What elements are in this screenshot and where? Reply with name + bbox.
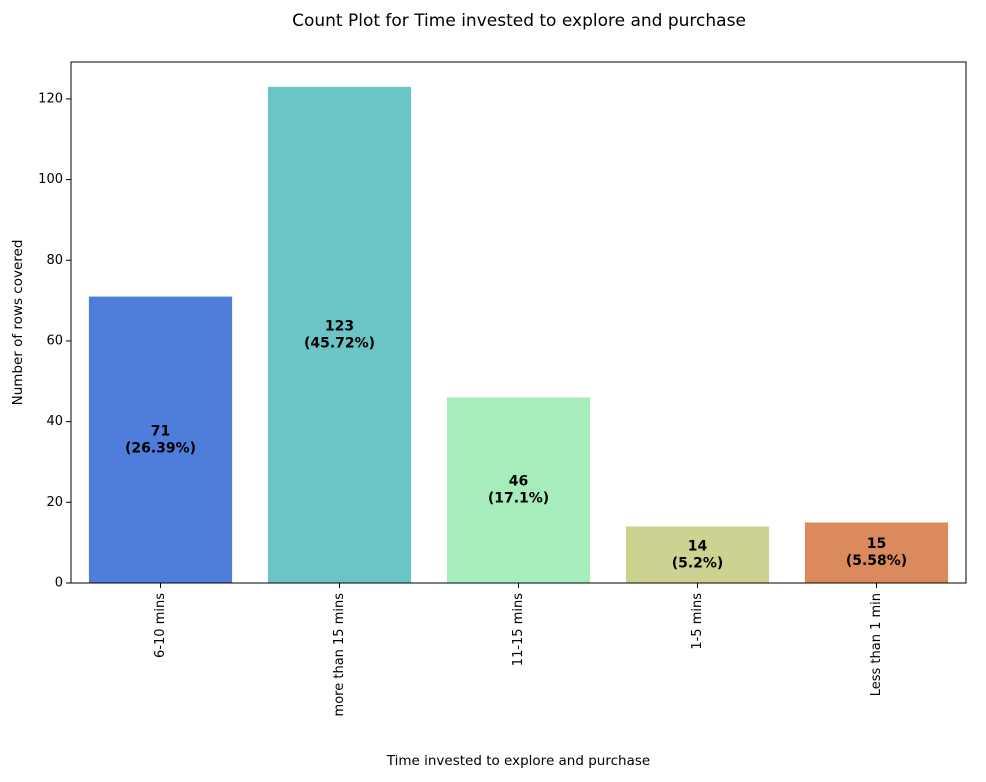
y-axis: 0 20 40 60 80 100 120 — [38, 91, 71, 591]
bar-data-label: (5.2%) — [672, 555, 724, 571]
y-tick-label: 120 — [38, 91, 63, 106]
x-tick-label: 6-10 mins — [153, 593, 168, 658]
y-tick-label: 80 — [46, 253, 63, 268]
x-axis-title: Time invested to explore and purchase — [386, 753, 650, 769]
bar-data-label: (17.1%) — [488, 491, 549, 507]
bar — [446, 397, 591, 583]
x-tick-label: Less than 1 min — [869, 593, 884, 696]
x-tick-label: 11-15 mins — [511, 593, 526, 666]
bar — [267, 86, 412, 584]
bar-data-label: 71 — [151, 423, 170, 439]
y-tick-label: 40 — [46, 414, 63, 429]
bar-data-label: 15 — [867, 536, 886, 552]
chart-title: Count Plot for Time invested to explore … — [292, 11, 746, 31]
bar-data-label: (26.39%) — [125, 440, 196, 456]
bar-data-label: 46 — [509, 474, 528, 490]
bar — [88, 296, 233, 583]
bars-layer — [88, 86, 949, 584]
bar-data-label: 14 — [688, 538, 708, 554]
x-axis: 6-10 mins more than 15 mins 11-15 mins 1-5 … — [153, 583, 884, 716]
bar-data-label: (5.58%) — [846, 553, 907, 569]
data-labels-layer: 71(26.39%) 123(45.72%) 46(17.1%) 14(5.2%) 15… — [125, 318, 907, 571]
y-tick-label: 20 — [46, 495, 63, 510]
bar — [804, 522, 949, 583]
y-tick-label: 60 — [46, 333, 63, 348]
bar — [625, 526, 770, 583]
y-tick-label: 0 — [55, 576, 63, 591]
bar-data-label: 123 — [325, 318, 354, 334]
x-tick-label: 1-5 mins — [690, 593, 705, 650]
y-tick-label: 100 — [38, 172, 63, 187]
y-axis-title: Number of rows covered — [10, 240, 26, 406]
x-tick-label: more than 15 mins — [332, 593, 347, 717]
bar-data-label: (45.72%) — [304, 335, 375, 351]
